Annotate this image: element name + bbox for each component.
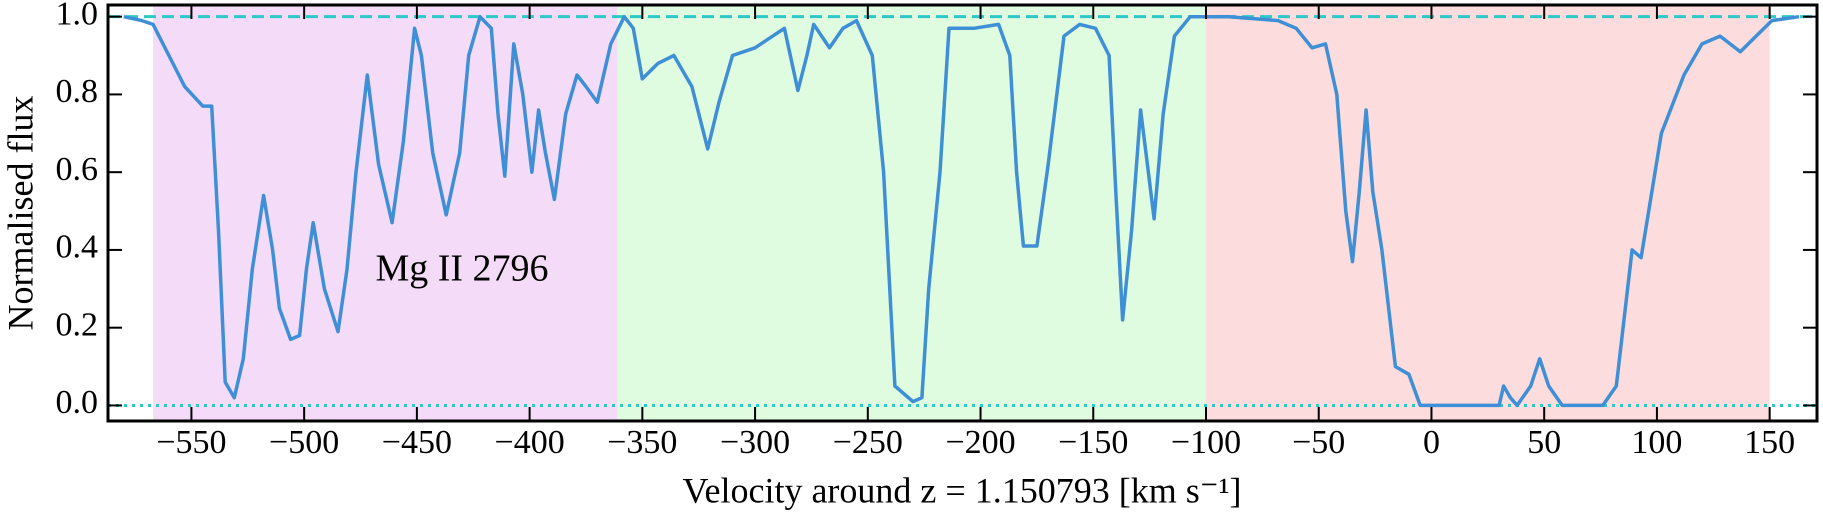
x-axis-label: Velocity around z = 1.150793 [km s⁻¹] xyxy=(682,470,1241,510)
spectrum-line xyxy=(123,14,1800,408)
y-tick-label: 0.4 xyxy=(56,229,99,266)
y-tick-label: 0.2 xyxy=(56,306,99,343)
x-tick-label: −550 xyxy=(156,424,226,461)
plot-frame xyxy=(106,3,1819,423)
velocity-region xyxy=(1205,5,1770,421)
x-tick-label: −50 xyxy=(1292,424,1345,461)
x-tick-label: −350 xyxy=(607,424,677,461)
x-tick-label: 50 xyxy=(1527,424,1561,461)
velocity-region xyxy=(153,5,618,421)
x-tick-label: 0 xyxy=(1423,424,1440,461)
x-tick-label: −100 xyxy=(1171,424,1241,461)
x-tick-label: −250 xyxy=(833,424,903,461)
plot-area xyxy=(153,5,1770,421)
x-tick-label: −150 xyxy=(1058,424,1128,461)
y-tick-label: 0.6 xyxy=(56,151,99,188)
y-tick-label: 0.0 xyxy=(56,384,99,421)
y-tick-label: 0.8 xyxy=(56,73,99,110)
x-tick-label: 100 xyxy=(1631,424,1682,461)
annotation: Mg II 2796 xyxy=(375,248,548,290)
x-tick-label: −400 xyxy=(495,424,565,461)
x-tick-label: −200 xyxy=(945,424,1015,461)
velocity-region xyxy=(617,5,1206,421)
y-axis-label: Normalised flux xyxy=(0,96,40,331)
x-tick-label: −500 xyxy=(269,424,339,461)
y-tick-label: 1.0 xyxy=(56,0,99,32)
x-tick-label: −450 xyxy=(382,424,452,461)
x-tick-label: 150 xyxy=(1744,424,1795,461)
x-tick-label: −300 xyxy=(720,424,790,461)
